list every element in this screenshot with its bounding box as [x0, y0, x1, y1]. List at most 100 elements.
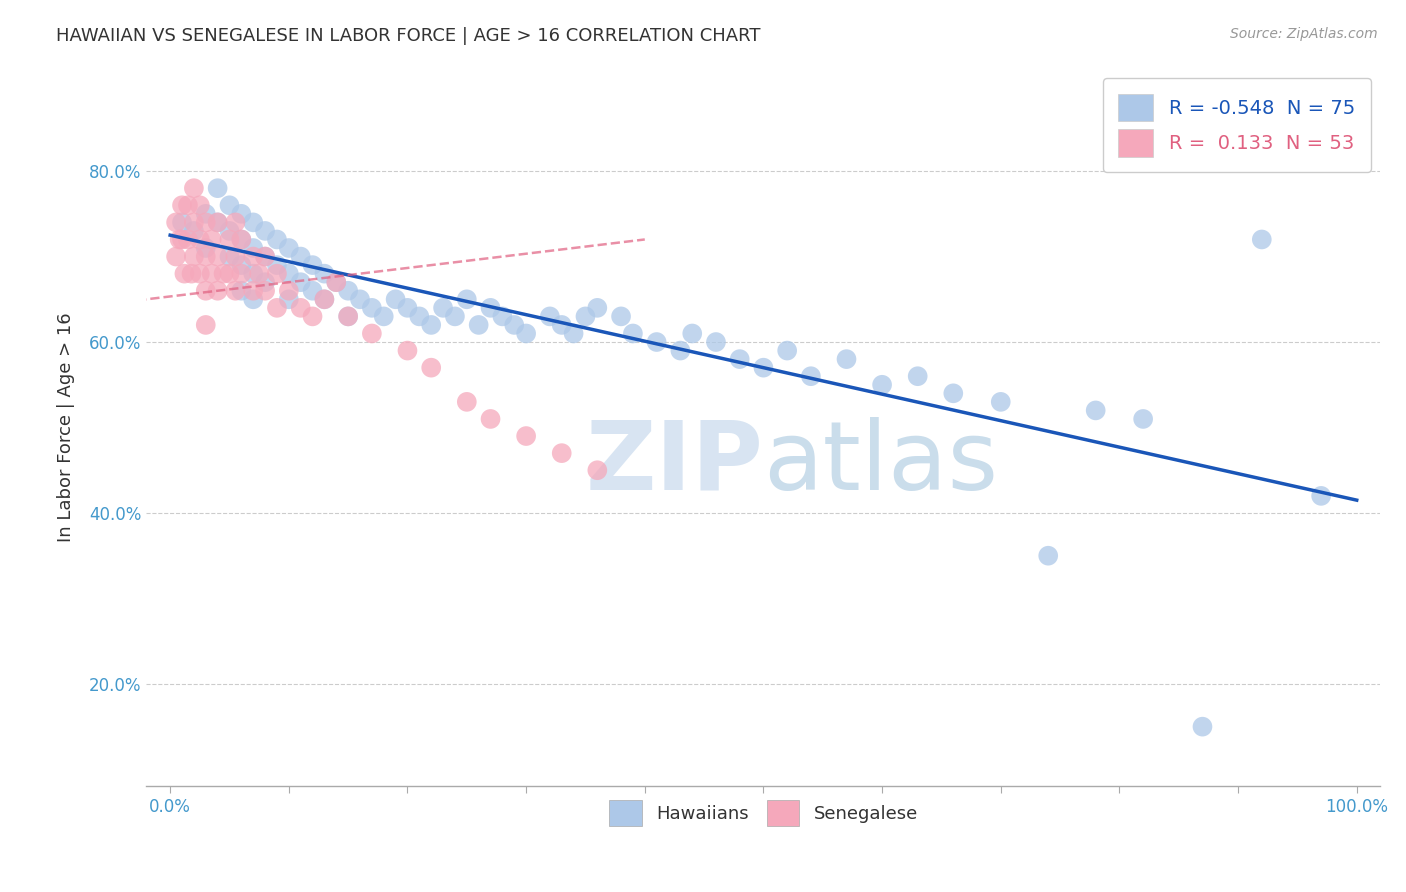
Point [266, 267, 288, 281]
Point [669, 343, 692, 358]
Point [325, 275, 347, 289]
Point [201, 267, 224, 281]
Point [254, 224, 277, 238]
Point [420, 318, 443, 332]
Point [408, 310, 430, 324]
Point [165, 215, 187, 229]
Point [1132, 412, 1154, 426]
Point [728, 352, 751, 367]
Text: Source: ZipAtlas.com: Source: ZipAtlas.com [1230, 27, 1378, 41]
Point [207, 215, 229, 229]
Point [169, 232, 191, 246]
Text: HAWAIIAN VS SENEGALESE IN LABOR FORCE | AGE > 16 CORRELATION CHART: HAWAIIAN VS SENEGALESE IN LABOR FORCE | … [56, 27, 761, 45]
Point [538, 310, 561, 324]
Point [301, 258, 323, 272]
Point [194, 318, 217, 332]
Point [207, 284, 229, 298]
Point [242, 267, 264, 281]
Point [491, 310, 513, 324]
Point [325, 275, 347, 289]
Point [562, 326, 585, 341]
Point [170, 198, 193, 212]
Point [301, 284, 323, 298]
Point [231, 258, 253, 272]
Point [586, 463, 609, 477]
Point [201, 232, 224, 246]
Point [301, 310, 323, 324]
Point [231, 284, 253, 298]
Point [266, 258, 288, 272]
Legend: Hawaiians, Senegalese: Hawaiians, Senegalese [600, 791, 927, 835]
Point [173, 267, 195, 281]
Point [194, 215, 217, 229]
Point [800, 369, 823, 384]
Point [835, 352, 858, 367]
Point [290, 250, 312, 264]
Point [503, 318, 526, 332]
Point [224, 215, 246, 229]
Text: ZIP: ZIP [585, 417, 763, 510]
Point [479, 301, 502, 315]
Point [610, 310, 633, 324]
Point [231, 207, 253, 221]
Point [432, 301, 454, 315]
Point [188, 267, 211, 281]
Point [188, 198, 211, 212]
Point [586, 301, 609, 315]
Point [776, 343, 799, 358]
Point [254, 284, 277, 298]
Point [183, 215, 205, 229]
Point [170, 215, 193, 229]
Point [645, 334, 668, 349]
Point [337, 284, 360, 298]
Point [314, 293, 336, 307]
Point [254, 250, 277, 264]
Point [188, 232, 211, 246]
Point [621, 326, 644, 341]
Point [231, 232, 253, 246]
Point [165, 250, 187, 264]
Point [177, 232, 200, 246]
Point [551, 446, 574, 460]
Point [456, 293, 478, 307]
Point [551, 318, 574, 332]
Point [254, 275, 277, 289]
Point [990, 395, 1012, 409]
Point [870, 377, 893, 392]
Point [218, 232, 240, 246]
Point [467, 318, 489, 332]
Point [373, 310, 395, 324]
Point [277, 241, 299, 255]
Point [207, 250, 229, 264]
Point [515, 429, 537, 443]
Point [170, 232, 193, 246]
Point [907, 369, 929, 384]
Point [180, 267, 202, 281]
Point [277, 284, 299, 298]
Point [266, 301, 288, 315]
Point [456, 395, 478, 409]
Point [194, 284, 217, 298]
Point [574, 310, 596, 324]
Point [337, 310, 360, 324]
Point [194, 207, 217, 221]
Point [207, 215, 229, 229]
Point [384, 293, 406, 307]
Point [231, 232, 253, 246]
Point [177, 198, 200, 212]
Point [277, 293, 299, 307]
Point [396, 343, 419, 358]
Y-axis label: In Labor Force | Age > 16: In Labor Force | Age > 16 [58, 313, 75, 542]
Point [515, 326, 537, 341]
Point [218, 224, 240, 238]
Point [1191, 720, 1213, 734]
Point [242, 241, 264, 255]
Point [349, 293, 371, 307]
Point [314, 293, 336, 307]
Point [277, 267, 299, 281]
Point [194, 250, 217, 264]
Point [290, 301, 312, 315]
Point [194, 241, 217, 255]
Point [242, 293, 264, 307]
Point [290, 275, 312, 289]
